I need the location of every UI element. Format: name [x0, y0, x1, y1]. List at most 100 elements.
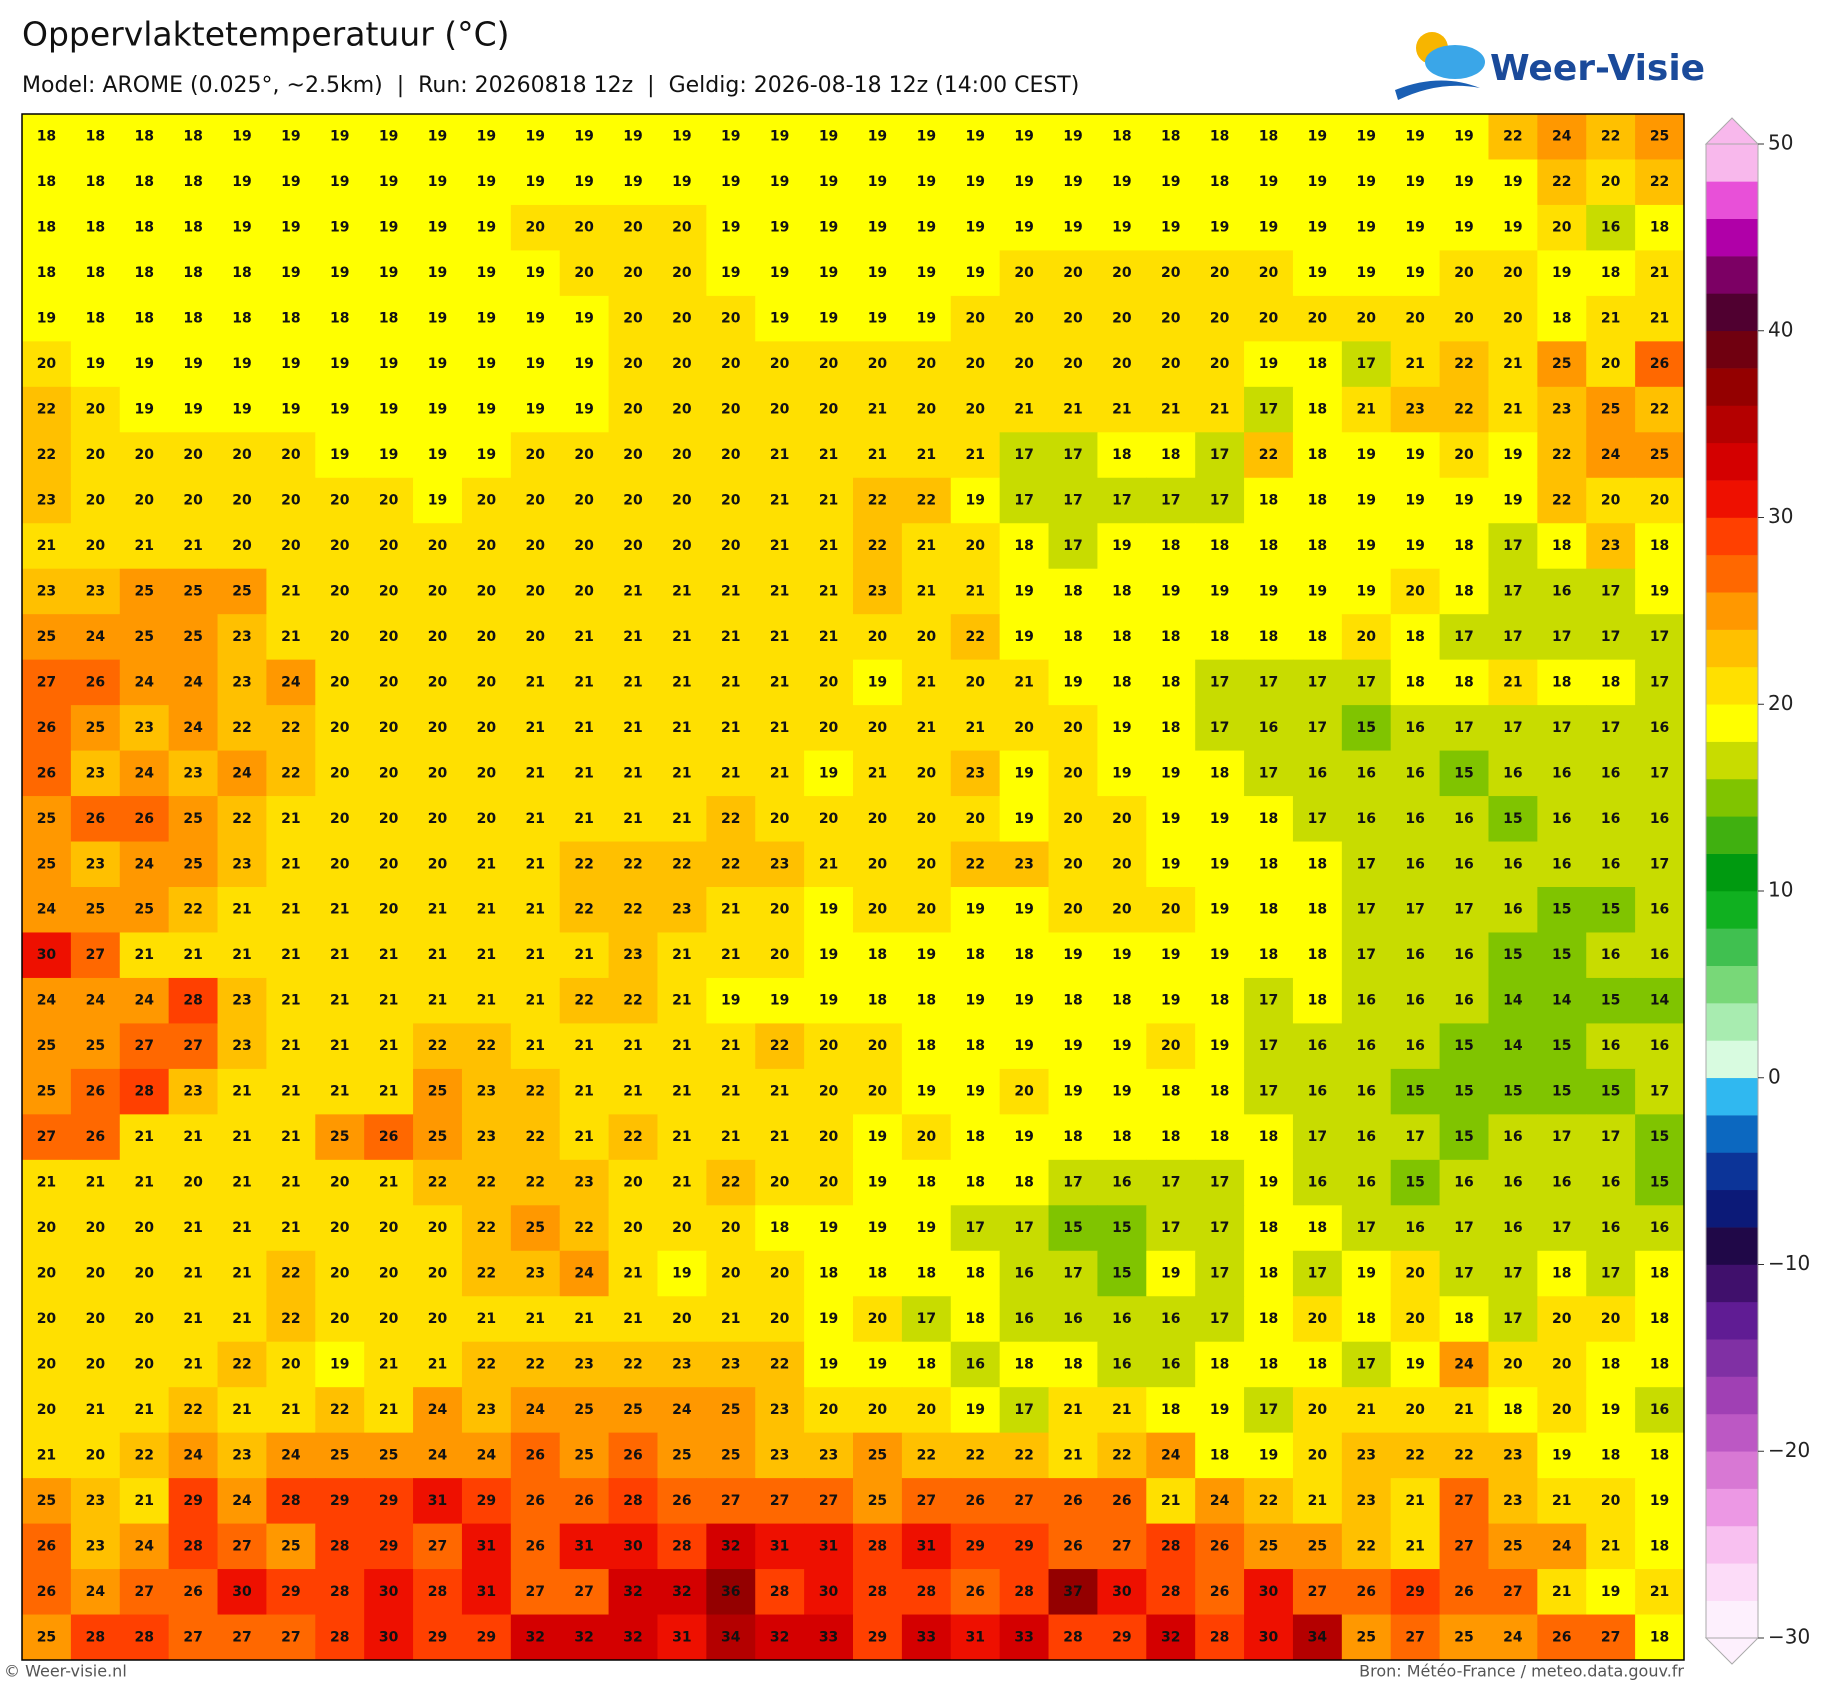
temperature-cell [1537, 1523, 1587, 1570]
temperature-cell [510, 1523, 561, 1570]
temperature-cell [1537, 341, 1587, 388]
temperature-label: 21 [526, 993, 545, 1009]
temperature-label: 32 [574, 1629, 593, 1645]
temperature-label: 18 [1161, 720, 1180, 736]
temperature-label: 19 [232, 129, 251, 145]
temperature-cell [364, 341, 414, 388]
temperature-cell [266, 1569, 316, 1616]
temperature-cell [901, 614, 952, 661]
temperature-cell [608, 1068, 658, 1115]
temperature-cell [608, 887, 658, 933]
temperature-cell [1048, 1614, 1098, 1661]
temperature-cell [119, 159, 170, 206]
temperature-cell [315, 659, 365, 706]
temperature-label: 16 [1161, 1311, 1180, 1327]
temperature-cell [1586, 705, 1636, 752]
temperature-label: 21 [477, 856, 496, 872]
temperature-label: 21 [721, 1129, 740, 1145]
temperature-label: 19 [1552, 265, 1571, 281]
temperature-label: 18 [37, 174, 56, 190]
temperature-cell [853, 659, 903, 706]
temperature-label: 29 [428, 1629, 447, 1645]
temperature-cell [1244, 341, 1294, 388]
temperature-label: 19 [330, 129, 349, 145]
temperature-label: 21 [134, 947, 153, 963]
temperature-label: 23 [770, 856, 789, 872]
temperature-label: 15 [1552, 1038, 1571, 1054]
temperature-cell [22, 523, 72, 570]
temperature-label: 19 [1503, 493, 1522, 509]
temperature-cell [999, 1569, 1050, 1616]
temperature-cell [119, 295, 170, 342]
temperature-cell [1586, 1068, 1636, 1115]
temperature-label: 23 [232, 856, 251, 872]
temperature-cell [657, 114, 707, 160]
temperature-label: 15 [1405, 1175, 1424, 1191]
temperature-cell [413, 432, 463, 479]
temperature-cell [70, 705, 121, 752]
temperature-label: 20 [526, 538, 546, 554]
temperature-cell [1537, 977, 1587, 1024]
temperature-label: 18 [86, 174, 105, 190]
temperature-label: 24 [183, 720, 203, 736]
temperature-label: 23 [965, 765, 984, 781]
temperature-label: 26 [526, 1538, 545, 1554]
temperature-label: 19 [917, 129, 936, 145]
temperature-label: 25 [1601, 402, 1620, 418]
temperature-label: 24 [232, 1493, 252, 1509]
temperature-label: 21 [232, 1266, 251, 1282]
temperature-cell [1537, 1387, 1587, 1434]
temperature-cell [1586, 523, 1636, 570]
temperature-label: 18 [86, 220, 105, 236]
colorbar-segment [1706, 704, 1758, 742]
temperature-label: 14 [1650, 993, 1670, 1009]
temperature-cell [510, 1068, 561, 1115]
temperature-cell [804, 1250, 854, 1297]
temperature-cell [950, 1205, 1001, 1252]
temperature-cell [1537, 250, 1587, 297]
temperature-cell [1390, 250, 1441, 297]
temperature-label: 19 [965, 902, 984, 918]
temperature-label: 18 [1210, 1447, 1229, 1463]
temperature-cell [657, 750, 707, 797]
temperature-cell [1390, 1205, 1441, 1252]
temperature-cell [901, 341, 952, 388]
temperature-label: 18 [1161, 629, 1180, 645]
colorbar-segment [1706, 1077, 1758, 1116]
temperature-label: 21 [1063, 402, 1082, 418]
temperature-label: 20 [477, 811, 497, 827]
temperature-cell [1635, 1250, 1685, 1297]
temperature-label: 20 [379, 720, 399, 736]
temperature-cell [901, 1523, 952, 1570]
colorbar-segment [1706, 1040, 1758, 1079]
temperature-label: 21 [134, 1129, 153, 1145]
temperature-cell [70, 523, 121, 570]
temperature-cell [1195, 114, 1245, 160]
temperature-label: 20 [86, 1220, 106, 1236]
temperature-label: 18 [1308, 1220, 1327, 1236]
temperature-label: 19 [965, 1084, 984, 1100]
temperature-cell [559, 796, 610, 843]
temperature-cell [168, 1614, 219, 1661]
temperature-label: 22 [1650, 174, 1669, 190]
temperature-label: 19 [770, 993, 789, 1009]
temperature-cell [1439, 977, 1489, 1024]
temperature-label: 26 [623, 1447, 642, 1463]
temperature-cell [1537, 1023, 1587, 1070]
temperature-label: 20 [770, 1266, 790, 1282]
temperature-label: 21 [281, 629, 300, 645]
temperature-cell [1635, 1023, 1685, 1070]
temperature-label: 28 [134, 1629, 153, 1645]
temperature-cell [1586, 887, 1636, 933]
temperature-label: 21 [1552, 1493, 1571, 1509]
temperature-cell [1244, 659, 1294, 706]
temperature-cell [1439, 1387, 1489, 1434]
temperature-cell [1439, 1205, 1489, 1252]
temperature-cell [1390, 477, 1441, 524]
temperature-label: 22 [721, 856, 740, 872]
temperature-label: 20 [1063, 265, 1083, 281]
temperature-cell [1586, 250, 1636, 297]
temperature-cell [1586, 841, 1636, 888]
temperature-cell [999, 159, 1050, 206]
temperature-label: 29 [330, 1493, 349, 1509]
